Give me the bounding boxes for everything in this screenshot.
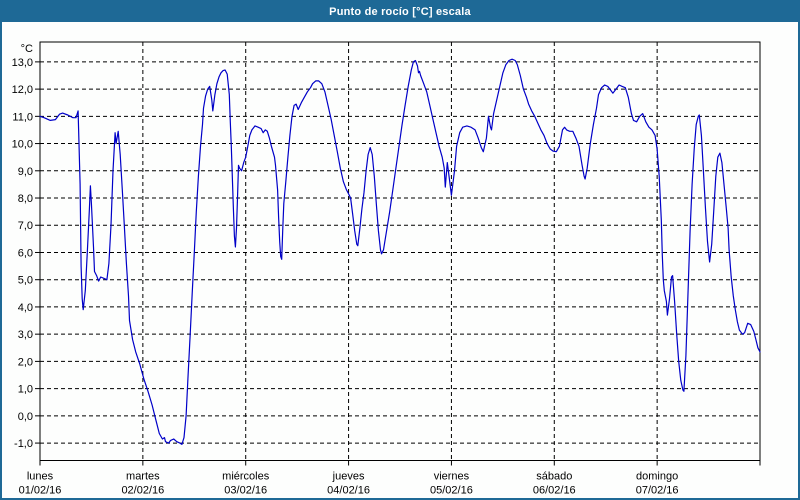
y-tick-label: 6,0 (18, 247, 33, 259)
title-bar: Punto de rocío [°C] escala (2, 2, 798, 22)
y-tick-label: -1,0 (14, 438, 33, 450)
x-tick-day: lunes (27, 471, 54, 483)
x-tick-day: martes (126, 471, 160, 483)
y-axis-unit: °C (21, 43, 33, 55)
y-tick-label: 2,0 (18, 356, 33, 368)
y-tick-label: 13,0 (12, 57, 33, 69)
y-tick-label: 10,0 (12, 139, 33, 151)
x-tick-day: domingo (636, 471, 678, 483)
y-tick-label: 4,0 (18, 302, 33, 314)
y-tick-label: 7,0 (18, 220, 33, 232)
y-tick-label: 5,0 (18, 275, 33, 287)
x-tick-date: 01/02/16 (19, 485, 62, 497)
x-tick-date: 03/02/16 (224, 485, 267, 497)
x-tick-date: 07/02/16 (636, 485, 679, 497)
plot-frame (39, 41, 761, 461)
y-tick-label: 1,0 (18, 384, 33, 396)
x-tick-day: miércoles (222, 471, 270, 483)
y-tick-label: 9,0 (18, 166, 33, 178)
x-tick-date: 04/02/16 (327, 485, 370, 497)
y-tick-label: 11,0 (12, 111, 33, 123)
x-tick-date: 05/02/16 (430, 485, 473, 497)
x-tick-date: 02/02/16 (121, 485, 164, 497)
x-tick-day: viernes (434, 471, 470, 483)
chart-title: Punto de rocío [°C] escala (329, 6, 471, 18)
x-tick-date: 06/02/16 (533, 485, 576, 497)
axes (35, 41, 761, 466)
x-tick-day: jueves (332, 471, 365, 483)
x-axis-labels: lunes 01/02/16 martes 02/02/16 miércoles 03/0… (19, 471, 679, 497)
x-tick-day: sábado (536, 471, 572, 483)
dew-point-series-line (39, 58, 761, 445)
y-tick-label: 12,0 (12, 84, 33, 96)
y-tick-label: 3,0 (18, 329, 33, 341)
gridlines (40, 42, 760, 461)
y-axis-labels: 13,0 12,0 11,0 10,0 9,0 8,0 7,0 6,0 5,0 4,0 3,0 2,0… (12, 43, 33, 450)
y-tick-label: 0,0 (18, 411, 33, 423)
y-tick-label: 8,0 (18, 193, 33, 205)
